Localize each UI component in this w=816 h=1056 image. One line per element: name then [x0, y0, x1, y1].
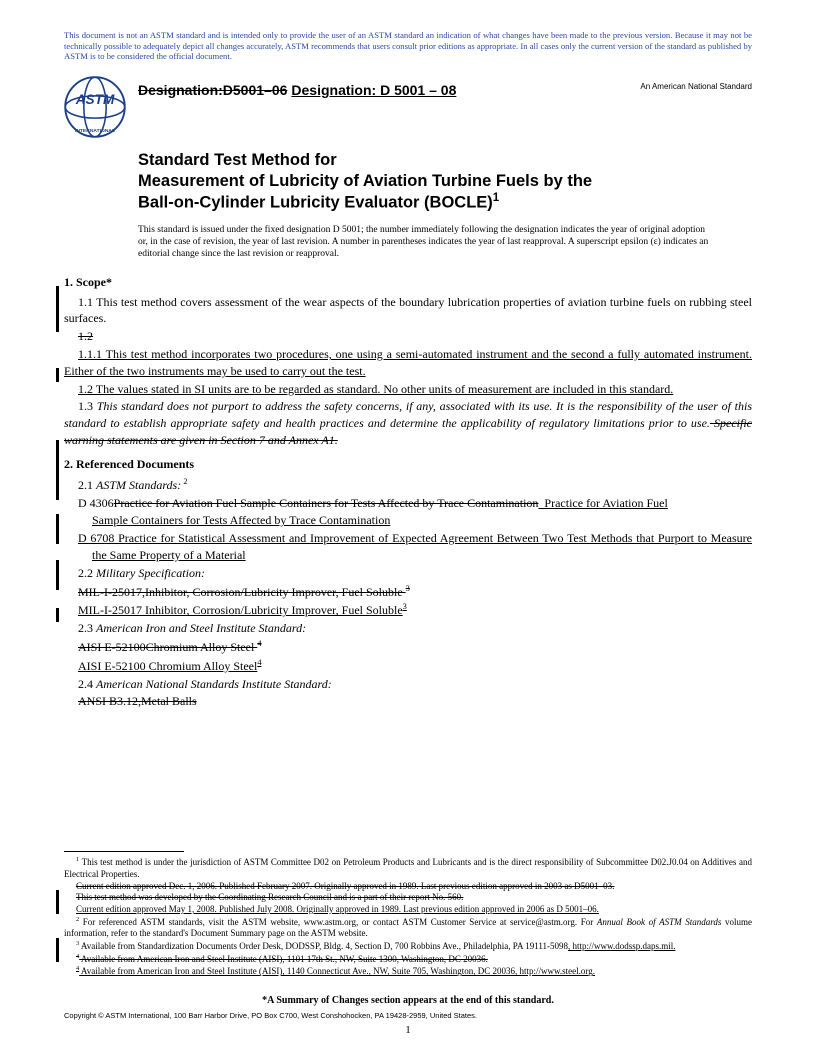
- para-1-3: 1.3 This standard does not purport to ad…: [64, 398, 752, 448]
- ref-mil-new: MIL-I-25017 Inhibitor, Corrosion/Lubrici…: [64, 601, 752, 619]
- para-2-1: 2.1 ASTM Standards: 2: [64, 476, 752, 494]
- designation-block: Designation:D5001–06 Designation: D 5001…: [138, 76, 628, 100]
- section-1-head: 1. Scope*: [64, 275, 752, 290]
- footnote-1-new: Current edition approved May 1, 2008. Pu…: [64, 904, 752, 916]
- title-block: Standard Test Method for Measurement of …: [138, 150, 752, 213]
- change-bar: [56, 286, 59, 332]
- para-2-4: 2.4 American National Standards Institut…: [64, 676, 752, 693]
- ref-ansi-old: ANSI B3.12,Metal Balls: [64, 693, 752, 710]
- title-line: Ball-on-Cylinder Lubricity Evaluator (BO…: [138, 191, 752, 213]
- footnote-1-strike2: This test method was developed by the Co…: [64, 892, 752, 904]
- footnote-rule: [64, 851, 184, 852]
- header-row: ASTM INTERNATIONAL Designation:D5001–06 …: [64, 76, 752, 138]
- ref-aisi-new: AISI E-52100 Chromium Alloy Steel4: [64, 657, 752, 675]
- svg-text:INTERNATIONAL: INTERNATIONAL: [75, 128, 115, 134]
- ref-d6708: D 6708 Practice for Statistical Assessme…: [64, 530, 752, 564]
- change-bar: [56, 608, 59, 622]
- summary-note: *A Summary of Changes section appears at…: [0, 995, 816, 1006]
- ref-mil-old: MIL-I-25017,Inhibitor, Corrosion/Lubrici…: [64, 583, 752, 601]
- copyright: Copyright © ASTM International, 100 Barr…: [64, 1011, 477, 1020]
- ref-d4306-l2: Sample Containers for Tests Affected by …: [64, 512, 752, 529]
- astm-logo: ASTM INTERNATIONAL: [64, 76, 126, 138]
- change-bar: [56, 938, 59, 962]
- ref-aisi-old: AISI E-52100Chromium Alloy Steel 4: [64, 638, 752, 656]
- national-standard-label: An American National Standard: [640, 76, 752, 91]
- section-2-head: 2. Referenced Documents: [64, 457, 752, 472]
- footnote-3: 3 Available from Standardization Documen…: [64, 940, 752, 953]
- change-bar: [56, 368, 59, 382]
- para-1-2-strike: 1.2: [64, 328, 752, 345]
- title-line: Measurement of Lubricity of Aviation Tur…: [138, 171, 752, 192]
- footnote-4-new: 4 Available from American Iron and Steel…: [64, 965, 752, 978]
- change-bar: [56, 890, 59, 914]
- title-line: Standard Test Method for: [138, 150, 752, 171]
- footnote-1: 1 This test method is under the jurisdic…: [64, 856, 752, 880]
- footnotes: 1 This test method is under the jurisdic…: [64, 851, 752, 978]
- designation-old: Designation:D5001–06: [138, 82, 287, 98]
- footnote-1-strike: Current edition approved Dec. 1, 2006. P…: [64, 881, 752, 893]
- change-bar: [56, 514, 59, 544]
- para-2-2: 2.2 Military Specification:: [64, 565, 752, 582]
- change-bar: [56, 560, 59, 590]
- disclaimer-text: This document is not an ASTM standard an…: [64, 30, 752, 62]
- change-bar: [56, 440, 59, 500]
- issued-note: This standard is issued under the fixed …: [138, 224, 752, 261]
- designation-new: Designation: D 5001 – 08: [291, 82, 456, 98]
- footnote-4-strike: 4 Available from American Iron and Steel…: [64, 953, 752, 966]
- ref-d4306: D 4306Practice for Aviation Fuel Sample …: [64, 495, 752, 512]
- para-2-3: 2.3 American Iron and Steel Institute St…: [64, 620, 752, 637]
- para-1-1-1: 1.1.1 This test method incorporates two …: [64, 346, 752, 380]
- para-1-1: 1.1 This test method covers assessment o…: [64, 294, 752, 328]
- para-1-2-new: 1.2 The values stated in SI units are to…: [64, 381, 752, 398]
- svg-text:ASTM: ASTM: [75, 92, 115, 107]
- footnote-2: 2 For referenced ASTM standards, visit t…: [64, 916, 752, 940]
- page-number: 1: [0, 1024, 816, 1036]
